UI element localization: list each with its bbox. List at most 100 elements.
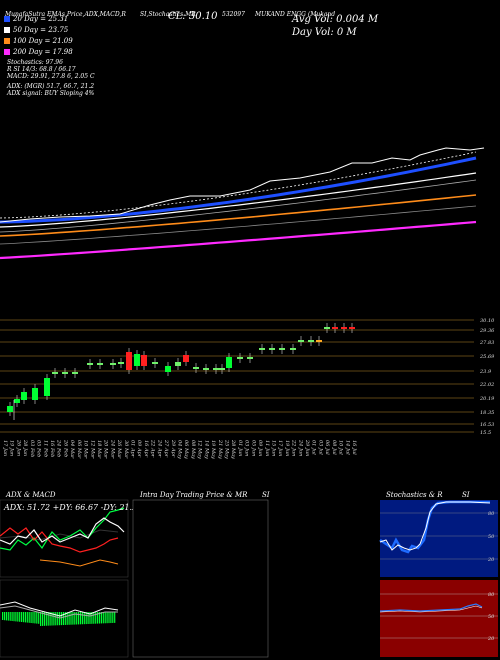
macd-hist-bar [2,612,4,620]
ema50-swatch [4,27,10,33]
macd-hist-bar [66,612,68,625]
day-volume: Day Vol: 0 M [292,27,357,38]
stoch-tick-20: 20 [487,557,495,563]
macd-hist-bar [100,612,102,624]
candle [110,363,116,365]
close-price: CL: 30.10 [168,11,218,22]
adx-white-line [0,517,125,545]
candle [44,378,50,396]
date-tick-label: 06 Mar [76,440,82,459]
candle [341,327,347,329]
date-tick-label: 24 Apr [156,439,162,458]
date-x-ticks: 17 Jan 19 Jan 26 Jan 28 Jan 03 Feb 05 Feb 11 F… [2,439,357,459]
macd-hist-bar [91,612,93,624]
rsi-readout: R SI 14/3: 68.8 / 66.17 [7,66,76,73]
adx-signal-readout: ADX signal: BUY Sloping 4% [7,90,95,97]
rsi-tick-50: 50 [488,614,495,620]
candle [21,392,27,400]
ema-legend-20: 20 Day = 25.31 [4,15,68,23]
price-tick-label: 16.53 [480,422,494,428]
candle [349,327,355,329]
date-tick-label: 25 May [223,439,229,459]
macd-hist-bar [32,612,34,624]
intraday-panel [132,499,269,658]
macd-hist-bar [55,612,57,626]
candle [52,372,58,374]
price-tick-label: 22.02 [479,382,494,388]
macd-hist-bar [5,612,7,621]
rsi-panel [379,580,498,657]
macd-hist-bar [15,612,17,622]
date-tick-label: 05 Feb [36,440,42,457]
price-line [0,147,485,223]
macd-hist-bar [38,612,40,624]
price-tick-label: 18.35 [480,410,494,416]
ema20-swatch [4,16,10,22]
macd-hist-bar [24,612,26,623]
candle [72,372,78,374]
date-tick-label: 10 Mar [83,440,89,459]
date-tick-label: 14 May [203,440,209,459]
macd-hist-bar [41,612,44,626]
date-tick-label: 15 Jun [270,440,276,456]
macd-hist-bar [83,612,85,625]
candle [87,363,93,365]
adx-values-label: ADX: 51.72 +DY: 66.67 -DY: 21.21 [3,503,142,512]
macd-hist-bar [26,612,28,623]
price-y-ticks: 30.10 29.36 27.83 25.69 23.9 22.02 20.19 18.35 1… [479,318,495,436]
macd-hist-bar [85,612,87,625]
stock-code: 532097 [222,11,245,18]
date-tick-label: 01 Apr [130,440,136,458]
date-tick-label: 28 Jan [22,439,28,456]
date-tick-label: 19 May [210,440,216,459]
ema100-swatch [4,38,10,44]
date-tick-label: 06 May [183,440,189,459]
date-tick-label: 24 Jun [297,439,303,456]
macd-histogram [2,612,116,626]
date-tick-label: 03 Jun [244,440,250,456]
candle [298,340,304,342]
date-tick-label: 26 Jan [15,439,21,456]
date-tick-label: 03 Feb [29,440,35,457]
avg-volume: Avg Vol: 0.004 M [292,14,379,25]
date-tick-label: 03 Jul [317,440,323,455]
price-tick-label: 27.83 [479,340,494,346]
candle [219,368,225,370]
date-tick-label: 05 Jun [250,440,256,456]
rsi-tick-80: 80 [488,592,495,598]
macd-hist-bar [78,612,80,625]
ema50-line [0,172,477,228]
macd-hist-bar [43,612,45,626]
header-mid-title: SI,Stochastics MR [140,11,196,18]
macd-hist-bar [87,612,89,624]
date-tick-label: 11 Feb [42,440,48,457]
date-tick-label: 19 Jan [9,440,15,456]
macd-hist-bar [102,612,104,624]
date-tick-label: 28 May [230,439,236,459]
adx-macd-title: ADX & MACD [6,491,56,499]
macd-hist-bar [81,612,83,625]
candle [134,354,140,366]
minus-di-line [0,527,119,553]
macd-readout: MACD: 29.91, 27.8 6, 2.05 C [7,73,95,80]
macd-hist-bar [89,612,91,624]
macd-hist-bar [74,612,76,625]
adx-readout: ADX: (MGR) 51.7, 66.7, 21.2 [7,83,95,90]
macd-panel [0,579,129,658]
macd-hist-bar [19,612,21,622]
candle [62,372,68,374]
macd-hist-bar [28,612,30,623]
candle [279,348,285,350]
macd-hist-bar [7,612,9,621]
stoch-tick-50: 50 [488,534,495,540]
price-tick-label: 29.36 [479,328,495,334]
date-tick-label: 17 Jun [277,440,283,456]
macd-signal-line [0,605,118,619]
date-tick-label: 19 Jun [284,440,290,456]
price-tick-label: 30.10 [480,318,495,324]
date-tick-label: 16 Apr [143,440,149,458]
macd-hist-bar [36,612,38,624]
date-tick-label: 16 Feb [49,440,55,457]
ema-dotted-line [0,151,477,219]
candle [175,362,181,366]
